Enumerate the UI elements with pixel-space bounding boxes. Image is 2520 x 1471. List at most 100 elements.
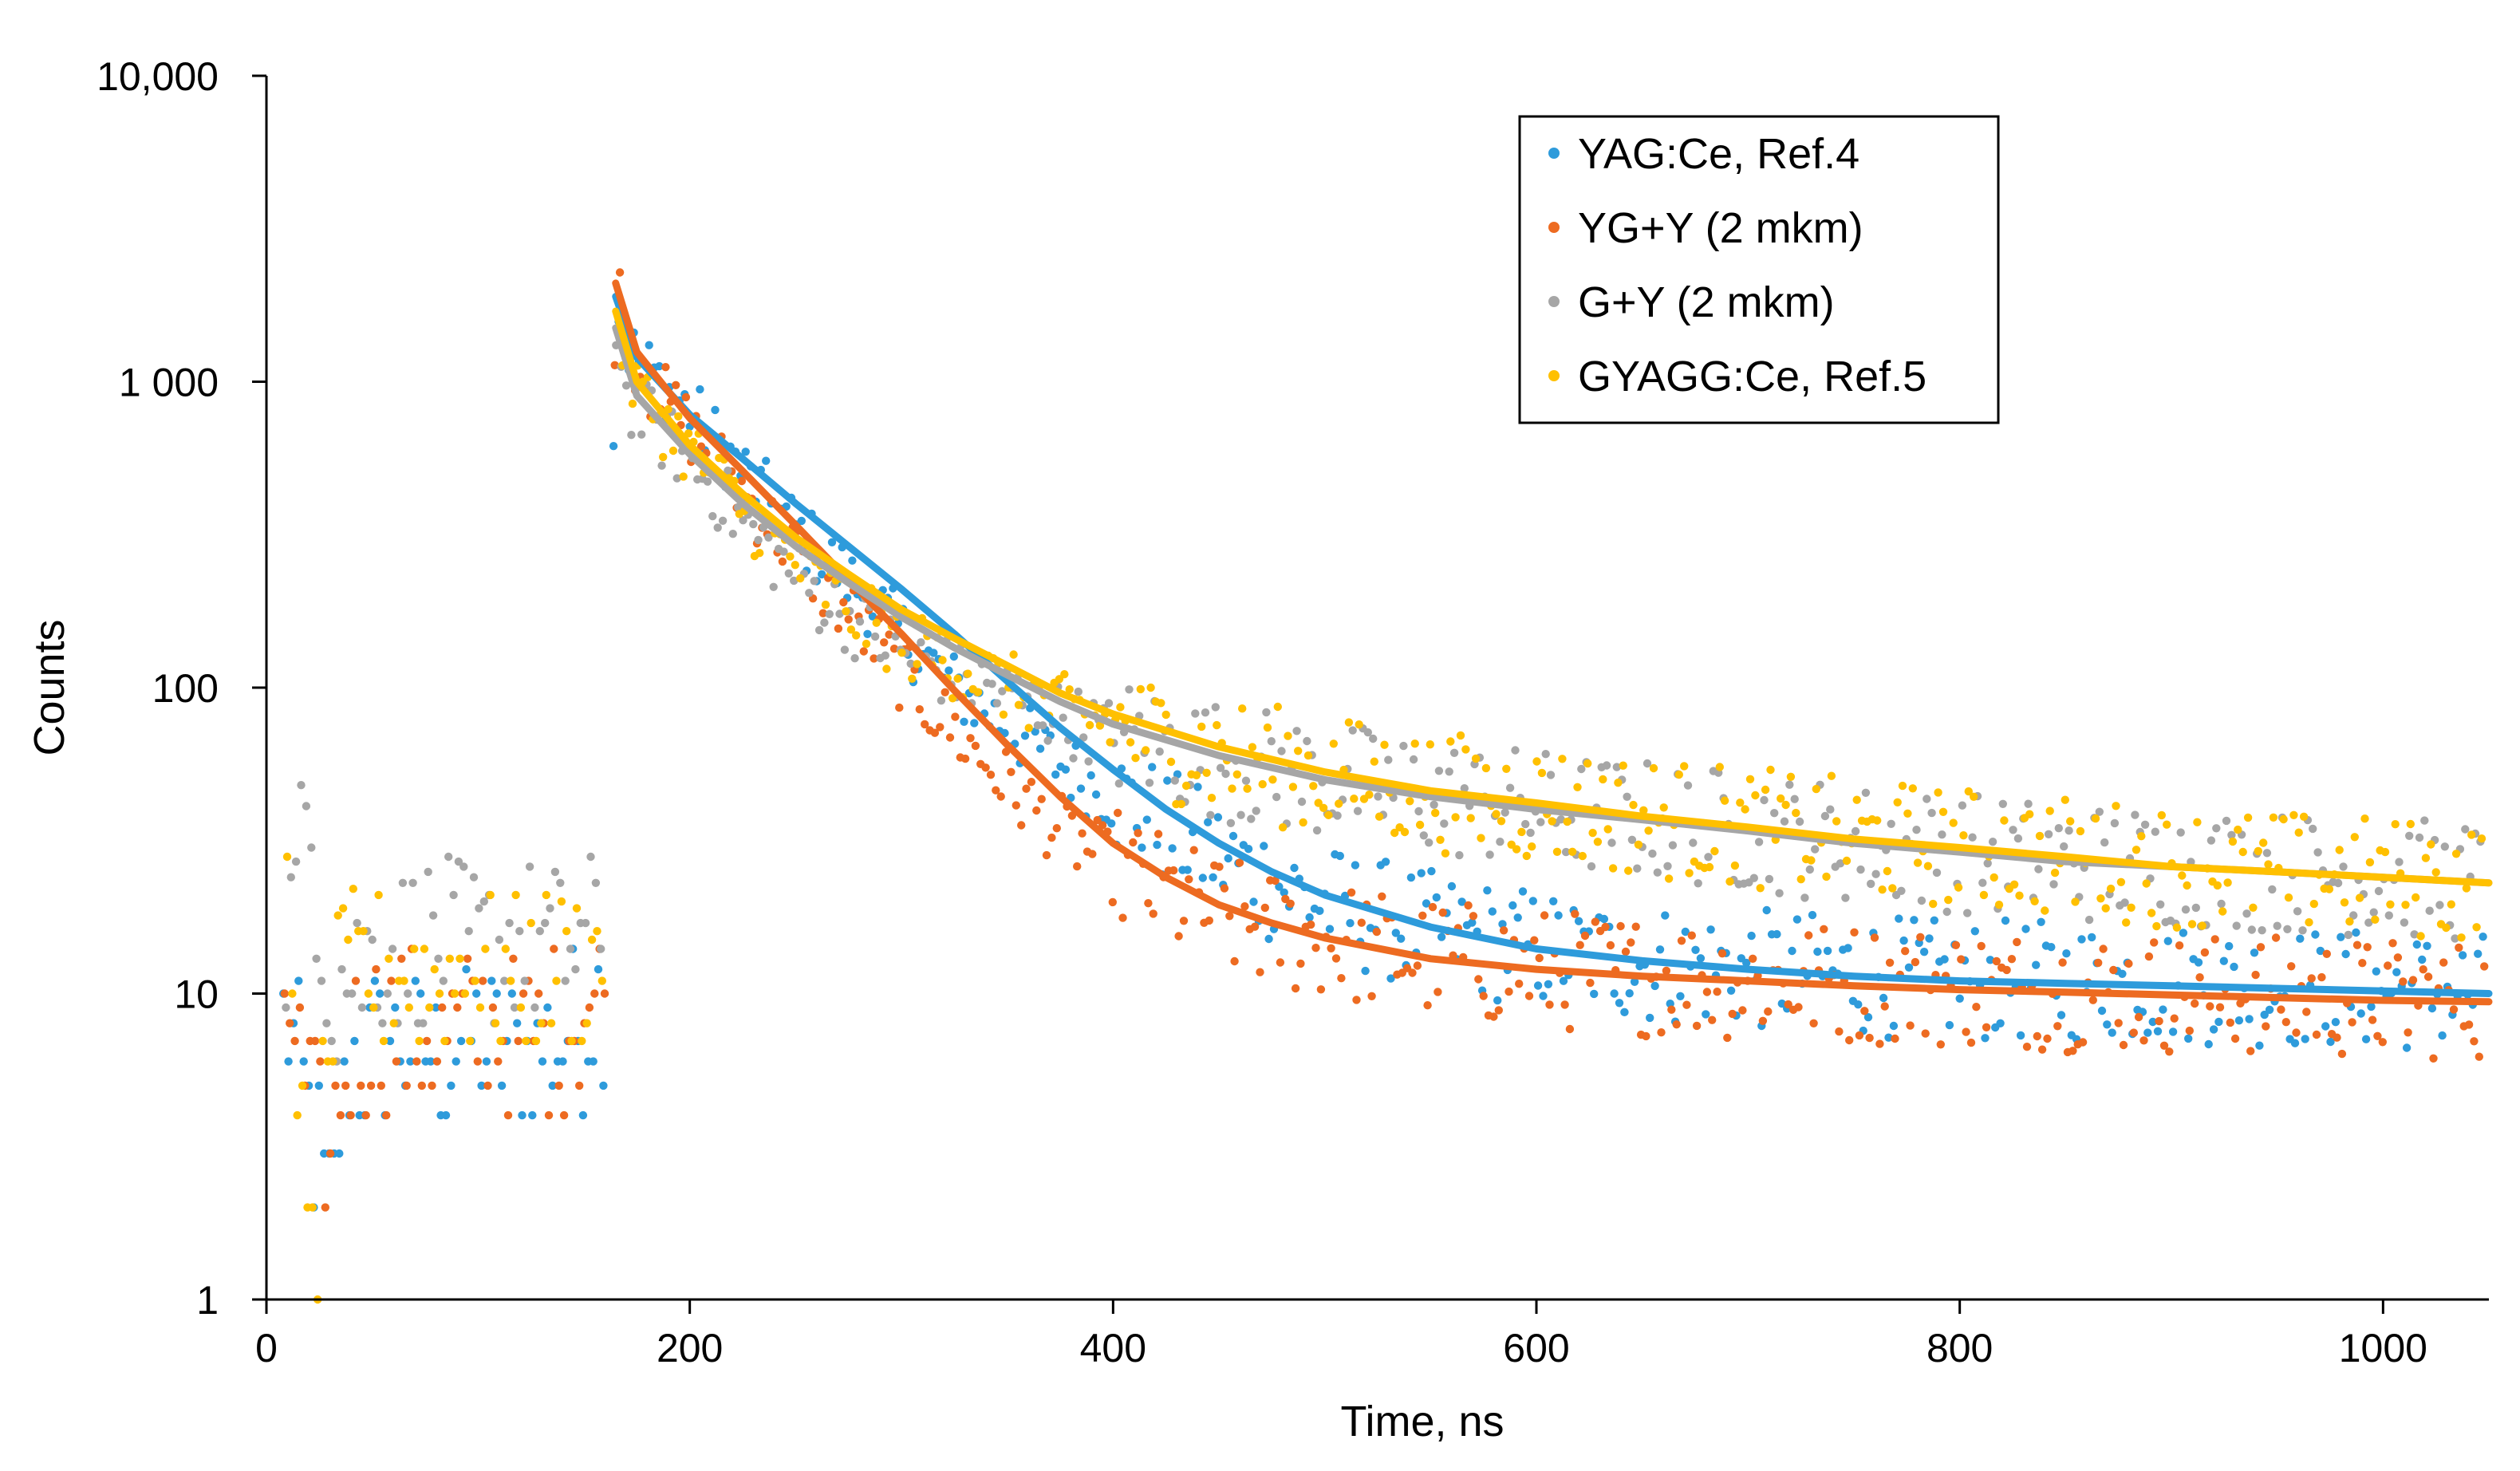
data-point <box>1436 835 1445 845</box>
data-point <box>1681 927 1690 937</box>
data-point <box>528 1110 537 1120</box>
data-point <box>948 694 957 703</box>
data-point <box>1942 907 1951 917</box>
data-point <box>349 885 357 893</box>
data-point <box>1560 1000 1569 1009</box>
data-point <box>1449 748 1459 757</box>
data-point <box>2256 943 2266 952</box>
data-point <box>868 612 877 621</box>
data-point <box>1627 835 1637 845</box>
data-point <box>1610 989 1619 998</box>
data-point <box>2112 802 2120 810</box>
data-point <box>1749 954 1757 964</box>
data-point <box>2271 933 2281 942</box>
data-point <box>1305 913 1314 922</box>
data-point <box>1209 873 1217 882</box>
y-tick-label: 10 <box>174 972 219 1017</box>
data-point <box>1726 986 1736 996</box>
data-point <box>1532 757 1541 766</box>
data-point <box>1777 794 1785 803</box>
data-point <box>2268 885 2277 894</box>
data-point <box>1076 784 1086 793</box>
data-point <box>2168 1027 2178 1036</box>
y-tick-label: 1 <box>196 1278 219 1323</box>
data-point <box>1979 890 1989 900</box>
data-point <box>1517 827 1526 837</box>
data-point <box>1630 977 1639 987</box>
data-point <box>2184 1034 2193 1043</box>
data-point <box>1348 726 1357 735</box>
data-point <box>340 1057 349 1066</box>
data-point <box>1272 792 1281 802</box>
data-point <box>1827 771 1836 780</box>
data-point <box>2361 1035 2371 1043</box>
data-point <box>708 511 717 521</box>
data-point <box>863 629 872 638</box>
data-point <box>1498 920 1507 929</box>
data-point <box>1346 919 1355 928</box>
data-point <box>335 1149 344 1158</box>
data-point <box>1878 885 1887 894</box>
series-g-y-2-mkm-fit-line <box>612 324 2493 887</box>
data-point <box>578 1110 588 1120</box>
data-point <box>2037 917 2045 927</box>
data-point <box>986 771 996 779</box>
data-point <box>2475 1052 2483 1061</box>
data-point <box>1676 992 1685 1001</box>
data-point <box>966 734 975 743</box>
data-point <box>973 688 983 696</box>
data-point <box>672 381 680 389</box>
data-point <box>1014 700 1023 709</box>
data-point <box>1074 687 1083 696</box>
data-point <box>2142 879 2151 888</box>
data-point <box>1078 829 1086 838</box>
data-point <box>2402 1043 2412 1052</box>
data-point <box>835 609 844 618</box>
data-point <box>1197 722 1206 732</box>
data-point <box>1440 819 1449 828</box>
data-point <box>921 720 929 729</box>
data-point <box>1528 897 1538 905</box>
data-point <box>2071 897 2080 906</box>
data-point <box>447 1081 455 1090</box>
data-point <box>2091 814 2100 823</box>
data-point <box>2214 1017 2223 1027</box>
data-point <box>859 647 869 656</box>
data-point <box>479 897 488 906</box>
data-point <box>741 448 750 456</box>
data-point <box>534 989 543 998</box>
data-point <box>2198 921 2206 930</box>
data-point <box>600 989 609 998</box>
data-point <box>1142 815 1152 824</box>
data-point <box>1558 755 1567 763</box>
data-point <box>561 976 570 985</box>
data-point <box>2364 918 2373 927</box>
data-point <box>1891 1034 1899 1043</box>
data-point <box>1811 845 1820 854</box>
data-point <box>1264 934 1273 944</box>
data-point <box>1587 862 1596 871</box>
data-point <box>839 597 848 607</box>
data-point <box>1708 1016 1717 1024</box>
data-point <box>796 574 805 583</box>
data-point <box>445 954 454 964</box>
data-point <box>2293 907 2302 916</box>
data-point <box>379 1036 388 1046</box>
data-point <box>1916 933 1925 942</box>
data-point <box>2230 1034 2240 1043</box>
data-point <box>359 927 368 936</box>
data-point <box>2307 974 2316 983</box>
data-point <box>2435 901 2444 909</box>
data-point <box>1508 901 1517 910</box>
data-point <box>318 1036 327 1046</box>
data-point <box>481 945 490 953</box>
data-point <box>585 1003 594 1012</box>
data-point <box>1540 911 1549 920</box>
data-point <box>1037 795 1046 803</box>
data-point <box>1549 897 1558 906</box>
data-point <box>2298 926 2307 935</box>
data-point <box>1927 808 1936 818</box>
data-point <box>1247 814 1256 823</box>
